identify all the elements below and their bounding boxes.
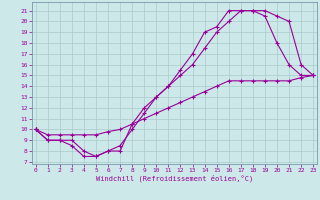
X-axis label: Windchill (Refroidissement éolien,°C): Windchill (Refroidissement éolien,°C): [96, 175, 253, 182]
